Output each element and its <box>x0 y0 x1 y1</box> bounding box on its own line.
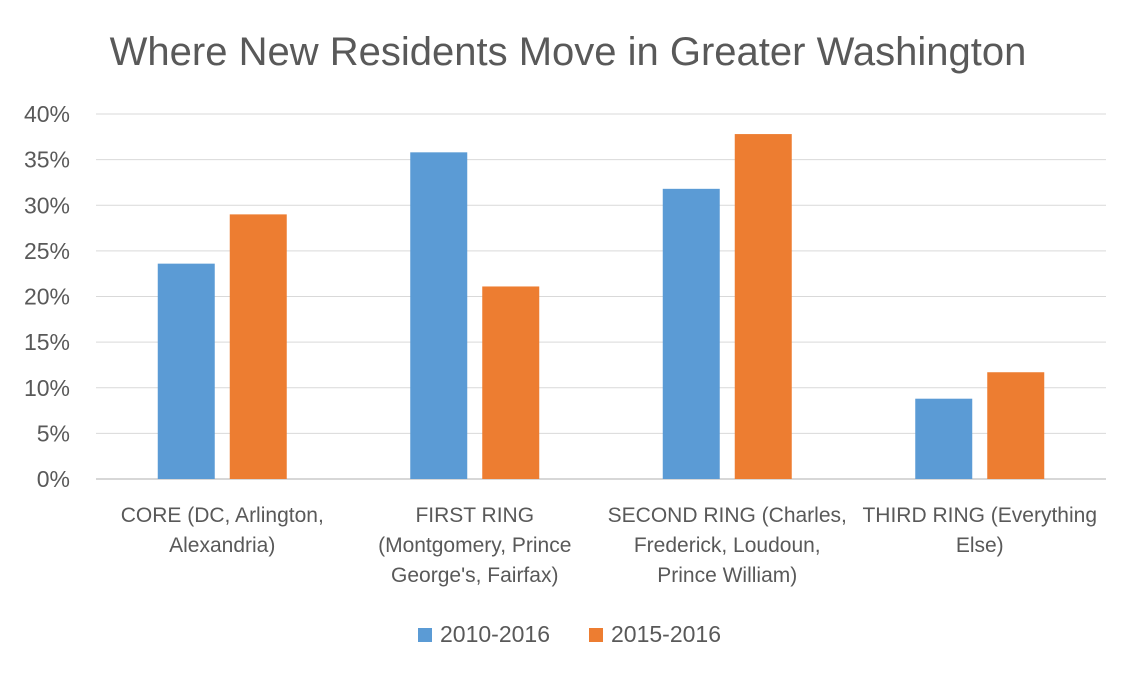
y-tick-label: 10% <box>24 375 70 401</box>
legend-swatch <box>418 628 432 642</box>
bar <box>410 152 468 479</box>
y-tick-label: 30% <box>24 192 70 218</box>
category-label: THIRD RING (Everything Else) <box>862 504 1097 557</box>
bar <box>734 134 792 479</box>
legend-label: 2010-2016 <box>440 621 550 647</box>
y-tick-label: 40% <box>24 101 70 127</box>
bar <box>662 188 720 479</box>
category-label: CORE (DC, Arlington, Alexandria) <box>121 504 324 557</box>
y-tick-label: 25% <box>24 238 70 264</box>
y-tick-label: 15% <box>24 329 70 355</box>
bar <box>157 263 215 479</box>
bar <box>987 372 1045 479</box>
chart-title: Where New Residents Move in Greater Wash… <box>110 30 1027 74</box>
bars <box>157 134 1045 479</box>
bar <box>482 286 540 479</box>
category-label: FIRST RING (Montgomery, Prince George's, F… <box>378 504 571 587</box>
y-tick-label: 20% <box>24 284 70 310</box>
y-tick-label: 35% <box>24 147 70 173</box>
y-tick-label: 0% <box>37 466 70 492</box>
bar <box>915 398 973 479</box>
category-label: SECOND RING (Charles, Frederick, Loudoun,… <box>608 504 847 587</box>
bar <box>229 214 287 479</box>
y-axis-tick-labels: 0% 5% 10% 15% 20% 25% 30% 35% 40% <box>24 101 70 492</box>
legend-label: 2015-2016 <box>611 621 721 647</box>
legend-swatch <box>589 628 603 642</box>
y-tick-label: 5% <box>37 420 70 446</box>
category-labels: CORE (DC, Arlington, Alexandria) FIRST RIN… <box>121 504 1097 587</box>
legend: 2010-2016 2015-2016 <box>418 621 721 647</box>
